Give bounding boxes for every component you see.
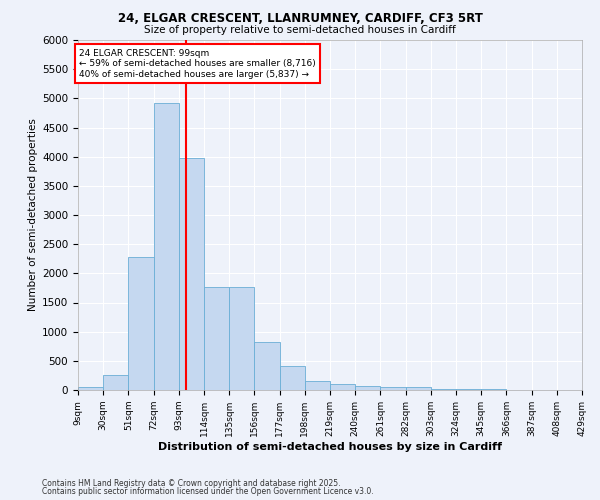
Bar	[431, 388, 456, 390]
Y-axis label: Number of semi-detached properties: Number of semi-detached properties	[28, 118, 38, 312]
Bar	[154, 103, 179, 390]
Bar	[330, 384, 355, 390]
Bar	[204, 288, 229, 390]
X-axis label: Distribution of semi-detached houses by size in Cardiff: Distribution of semi-detached houses by …	[158, 442, 502, 452]
Bar	[456, 389, 481, 390]
Text: 24, ELGAR CRESCENT, LLANRUMNEY, CARDIFF, CF3 5RT: 24, ELGAR CRESCENT, LLANRUMNEY, CARDIFF,…	[118, 12, 482, 26]
Text: Contains public sector information licensed under the Open Government Licence v3: Contains public sector information licen…	[42, 487, 374, 496]
Bar	[355, 386, 380, 390]
Text: Size of property relative to semi-detached houses in Cardiff: Size of property relative to semi-detach…	[144, 25, 456, 35]
Bar	[254, 342, 280, 390]
Bar	[229, 288, 254, 390]
Bar	[280, 366, 305, 390]
Bar	[305, 380, 330, 390]
Text: 24 ELGAR CRESCENT: 99sqm
← 59% of semi-detached houses are smaller (8,716)
40% o: 24 ELGAR CRESCENT: 99sqm ← 59% of semi-d…	[79, 49, 316, 78]
Bar	[103, 376, 128, 390]
Bar	[128, 257, 154, 390]
Bar	[179, 158, 204, 390]
Bar	[78, 387, 103, 390]
Bar	[380, 387, 406, 390]
Text: Contains HM Land Registry data © Crown copyright and database right 2025.: Contains HM Land Registry data © Crown c…	[42, 478, 341, 488]
Bar	[406, 388, 431, 390]
